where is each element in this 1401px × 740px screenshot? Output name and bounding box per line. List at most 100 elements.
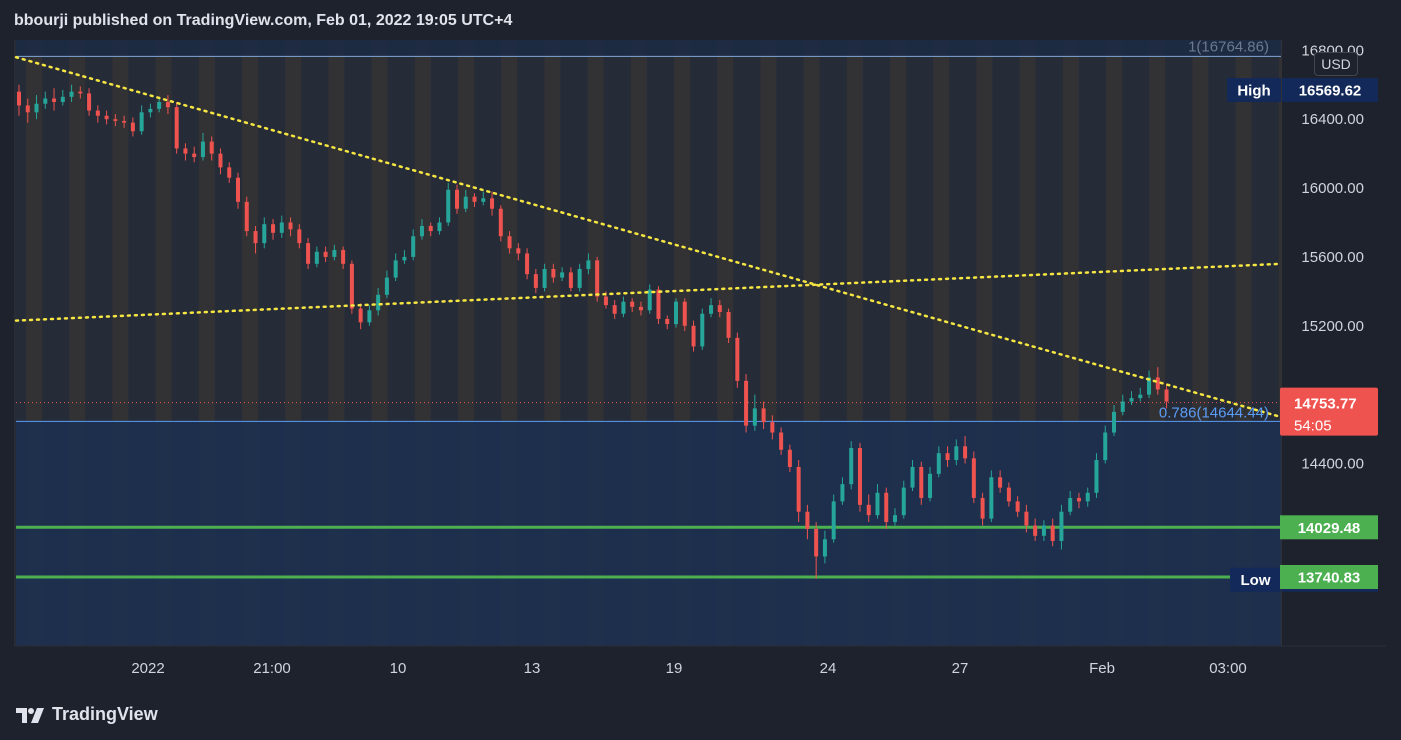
candle [1050, 518, 1055, 547]
candle [796, 460, 801, 523]
candle [306, 237, 311, 269]
candle-body [560, 272, 565, 278]
price-axis: 14400.0014800.0015200.0015600.0016000.00… [1282, 40, 1386, 646]
candle [279, 215, 284, 238]
candle-body [165, 101, 170, 108]
candles [17, 84, 1169, 579]
candle [165, 95, 170, 115]
trendline-ascending [14, 262, 1283, 322]
x-tick-label: 21:00 [253, 660, 291, 677]
footer-brand[interactable]: TradingView [16, 704, 158, 725]
candle [980, 492, 985, 526]
candle-body [612, 305, 617, 314]
candle-body [919, 466, 924, 498]
candle-body [271, 224, 276, 233]
candle [884, 487, 889, 529]
candle-body [367, 310, 372, 323]
candle [227, 162, 232, 183]
candle-body [533, 274, 538, 288]
candle-body [1033, 525, 1038, 536]
candle-body [603, 296, 608, 306]
x-tick-label: 13 [524, 660, 541, 677]
candle-body [200, 141, 205, 158]
price-axis-background [1282, 40, 1386, 646]
candle [122, 115, 127, 128]
time-axis-background [14, 646, 1386, 688]
candle-body [796, 466, 801, 512]
candle-body [17, 91, 21, 106]
candle-body [665, 318, 670, 325]
candle [647, 284, 652, 314]
candle-body [752, 408, 757, 426]
candle [1068, 491, 1073, 516]
candle [630, 298, 635, 313]
candle-body [638, 306, 643, 311]
price-chart[interactable]: 14400.0014800.0015200.0015600.0016000.00… [14, 40, 1386, 688]
candle-body [674, 301, 678, 325]
candle-body [1129, 398, 1134, 402]
x-tick-label: 10 [390, 660, 407, 677]
candle-body [1147, 377, 1152, 395]
candle [236, 172, 240, 209]
low-tag-text: Low [1241, 572, 1271, 589]
candle [691, 320, 696, 352]
candle [901, 480, 906, 519]
candle [358, 303, 363, 330]
candle-body [192, 153, 197, 158]
candle [682, 298, 687, 331]
support-2-tag-text: 13740.83 [1298, 569, 1361, 586]
candle-body [314, 251, 319, 264]
candle [1164, 384, 1169, 409]
candle-body [507, 236, 512, 249]
candle-body [139, 112, 144, 132]
candle-body [25, 105, 30, 113]
candle-body [60, 96, 65, 102]
candle-body [174, 107, 179, 149]
candle-body [831, 501, 836, 540]
candle-body [1120, 401, 1125, 412]
fib-786-label: 0.786(14644.44) [1159, 404, 1269, 421]
candle-body [840, 484, 845, 502]
candle [551, 263, 556, 283]
candle [34, 95, 39, 120]
candle-body [244, 201, 249, 232]
candle [130, 117, 135, 137]
last-price-value: 14753.77 [1294, 396, 1357, 413]
candle [411, 229, 416, 261]
candle-body [104, 115, 109, 120]
candle-body [1085, 492, 1090, 502]
candle-body [1059, 511, 1064, 541]
candle [1006, 482, 1011, 507]
candle-body [551, 268, 556, 278]
candle-body [542, 268, 547, 288]
candle [17, 84, 21, 116]
candle-body [1041, 525, 1046, 536]
candle [209, 136, 214, 161]
candle [665, 315, 670, 330]
candle [402, 250, 407, 264]
x-tick-label: 24 [820, 660, 837, 677]
candle [498, 205, 503, 242]
candle-body [595, 260, 600, 297]
candle [376, 287, 381, 316]
support-1-tag-text: 14029.48 [1298, 520, 1361, 537]
y-tick-label: 15200.00 [1301, 318, 1364, 335]
candle-body [262, 224, 267, 244]
candle-body [936, 453, 941, 474]
candle-body [630, 301, 635, 307]
candle [95, 105, 100, 123]
candle-body [901, 487, 906, 516]
last-price-bg [1280, 387, 1378, 436]
candle-body [1050, 525, 1055, 541]
candle [822, 530, 827, 564]
candle-body [1112, 411, 1116, 433]
candle-body [69, 91, 74, 97]
candle [857, 442, 862, 512]
candle-body [691, 325, 696, 347]
candle-body [568, 272, 573, 288]
candle [384, 270, 389, 299]
currency-button[interactable]: USD [1314, 52, 1358, 76]
candle-body [971, 458, 976, 498]
candle-body [980, 497, 985, 519]
candle [717, 299, 722, 318]
